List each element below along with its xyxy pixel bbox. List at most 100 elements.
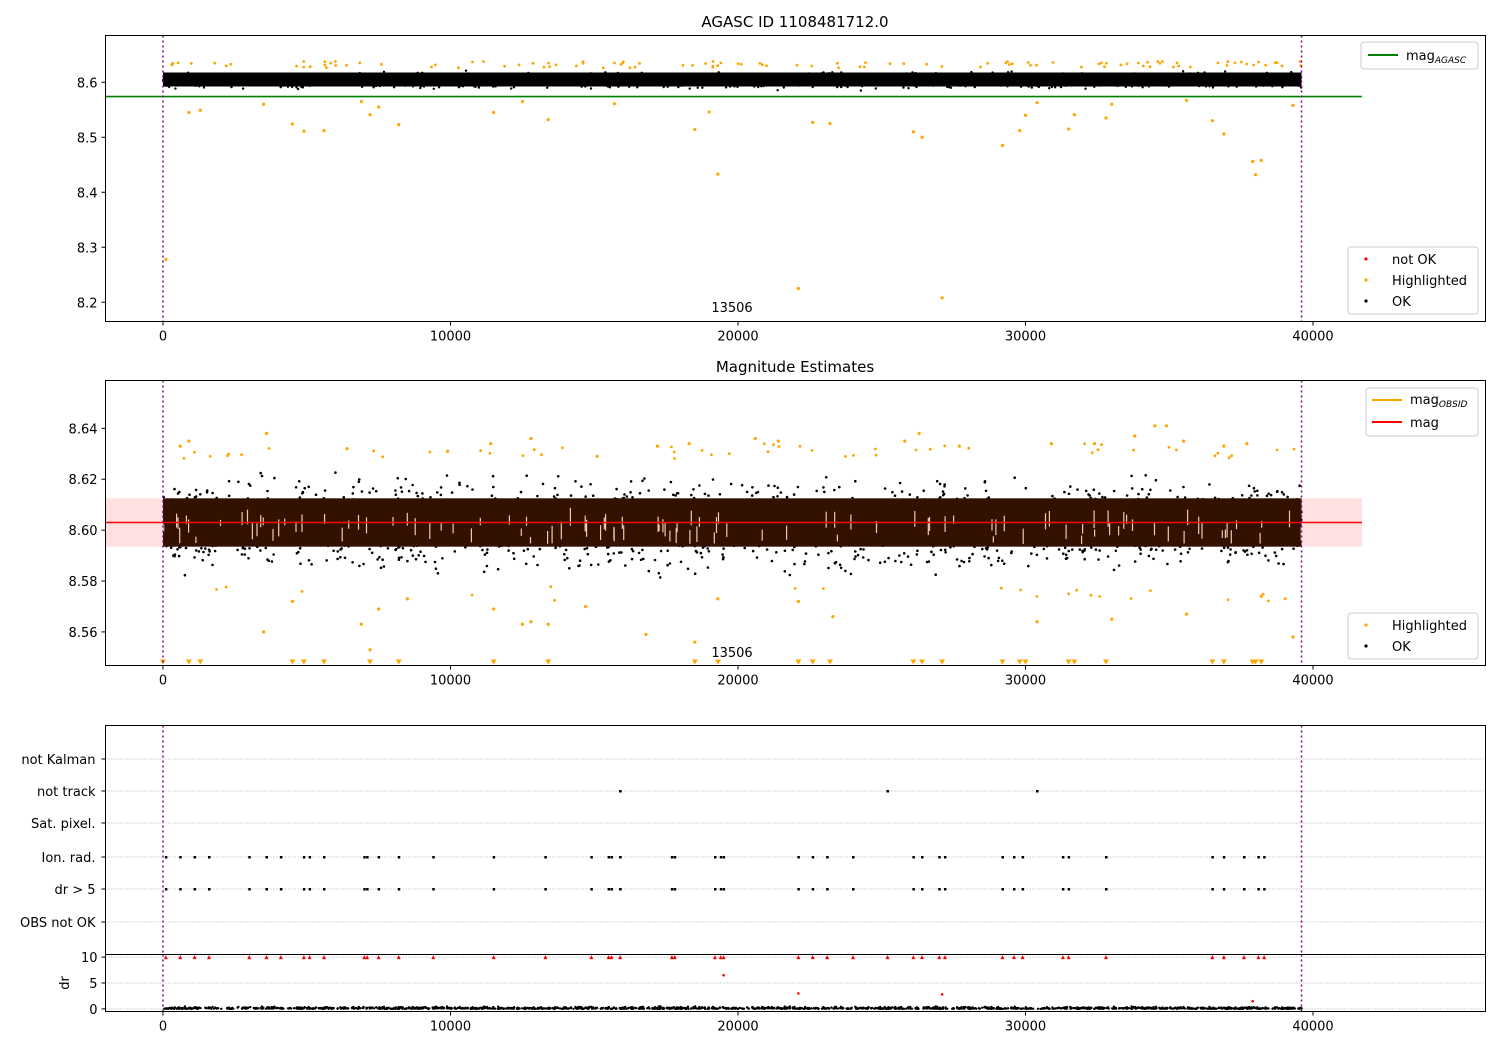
ok-point [1010,70,1013,73]
ok-point [429,496,432,499]
ok-point [482,81,485,84]
ok-point [942,492,946,496]
highlighted-point [858,65,862,69]
ok-point [599,73,603,77]
ok-point [1243,550,1247,553]
highlighted-point [492,110,496,115]
ok-point [762,84,765,87]
ok-point [1063,490,1066,494]
ok-point [709,74,712,77]
p2-xtick-label-1: 10000 [430,674,471,689]
ok-point [1046,81,1050,84]
ok-point [1292,547,1295,550]
ok-point [431,81,434,84]
highlighted-point [920,135,924,139]
ok-point [329,80,332,83]
ok-point [485,77,489,80]
ok-point [533,78,536,82]
ok-point [415,73,419,77]
highlighted-point [1175,61,1179,65]
ok-point [1257,77,1260,81]
ok-point [301,86,305,89]
ok-point [536,82,539,86]
ok-point [460,81,463,84]
ok-point [683,77,687,80]
ok-point [352,485,355,489]
ok-point [531,80,534,84]
ok-point [1297,84,1301,88]
ok-point [1154,83,1158,87]
ok-point [378,555,381,559]
ok-point [260,474,264,478]
ok-point [1163,79,1166,82]
ok-point [1100,77,1104,80]
ok-point [756,490,760,494]
ok-point [960,559,963,563]
ok-point [679,84,683,87]
ok-point [816,77,819,80]
ok-point [1231,73,1234,77]
ok-point [838,485,841,489]
ok-point [1075,82,1079,86]
p1-xtick-label-4: 40000 [1292,330,1333,345]
ok-point [1146,78,1149,82]
ok-point [522,76,525,79]
highlighted-point [811,120,815,124]
panel-magnitude-plot-area [105,380,1362,666]
ok-point [987,556,990,560]
ok-point [685,78,689,81]
ok-point [997,81,1000,85]
ok-point [610,78,613,82]
ok-point [956,75,960,79]
highlighted-point [1184,98,1189,102]
ok-point [360,85,364,89]
ok-point [718,76,721,79]
ok-point [948,82,951,85]
ok-point [505,77,508,80]
ok-point [1214,78,1217,82]
ok-point [256,78,259,82]
ok-point [333,83,336,86]
ok-point [304,82,307,85]
ok-point [914,79,917,83]
ok-point [792,77,796,80]
p2-xtick-label-3: 30000 [1005,674,1046,689]
ok-point [729,482,733,486]
ok-point [285,80,289,83]
ok-point [1229,548,1232,551]
ok-point [297,480,301,483]
ok-point [623,76,626,80]
ok-point [691,78,695,82]
ok-point [782,86,785,89]
ok-point [1157,79,1160,82]
ok-point [856,553,860,557]
ok-point [687,76,691,79]
ok-point [1262,84,1265,87]
ok-point [294,78,297,81]
ok-point [298,496,302,499]
ok-point [1133,560,1137,563]
ok-point [1038,78,1041,82]
ok-point [215,80,218,83]
ok-point [209,83,212,86]
ok-point [868,81,872,84]
ok-point [546,86,549,90]
ok-point [386,547,390,550]
ok-point [850,77,853,80]
ok-point [724,86,728,89]
ok-point [996,559,1000,563]
ok-point [502,75,505,78]
highlighted-point [187,110,191,115]
ok-point [1047,76,1051,79]
ok-point [595,77,598,81]
ok-point [1030,79,1034,82]
ok-point [713,77,716,80]
ok-point [178,77,182,80]
ok-point [582,75,585,79]
ok-point [314,493,318,497]
ok-point [1051,494,1054,498]
ok-point [707,550,711,553]
ok-point [351,84,355,87]
ok-point [236,79,239,82]
ok-point [640,84,643,87]
